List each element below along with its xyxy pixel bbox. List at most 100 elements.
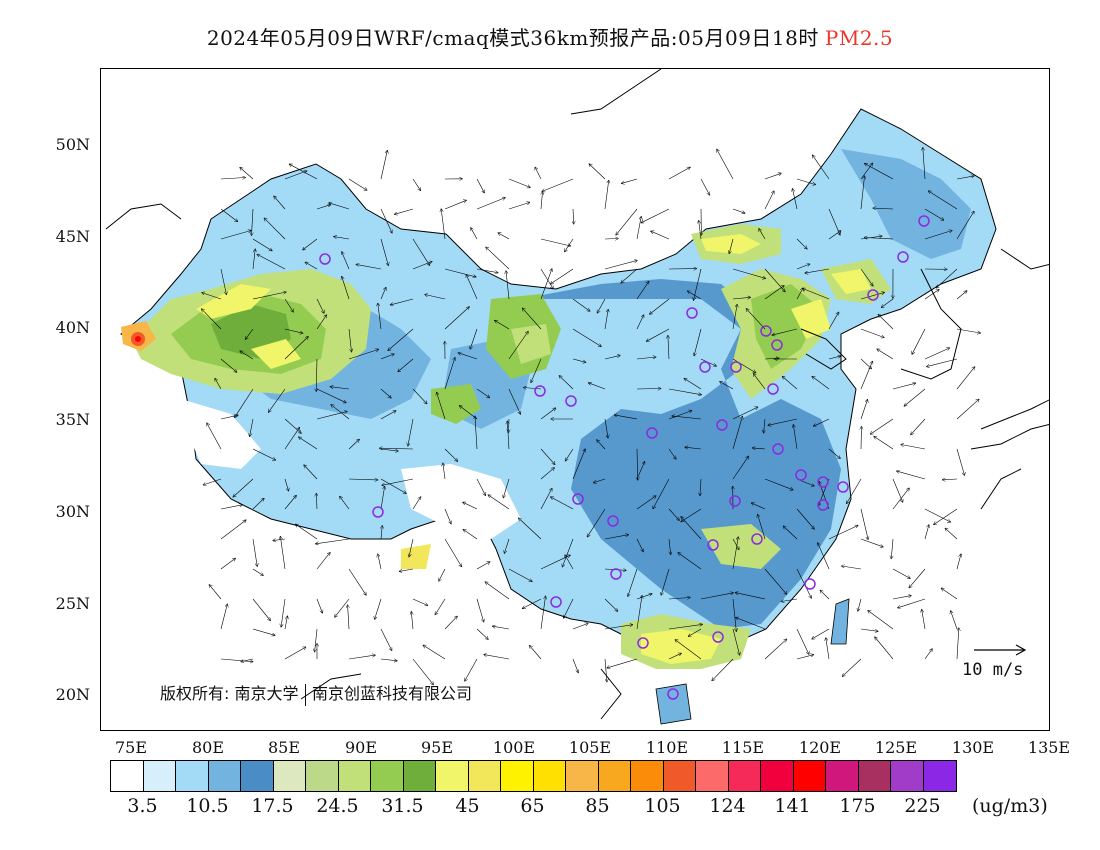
- station-marker[interactable]: [795, 469, 807, 481]
- wind-arrow: [604, 355, 620, 360]
- wind-vectors: [202, 148, 981, 685]
- wind-arrow: [604, 260, 637, 270]
- wind-arrow: [678, 553, 702, 570]
- wind-arrow: [636, 357, 656, 360]
- wind-arrow: [380, 388, 391, 398]
- station-marker[interactable]: [817, 499, 829, 511]
- wind-arrow: [764, 478, 793, 490]
- wind-arrow: [860, 268, 873, 286]
- station-marker[interactable]: [897, 251, 909, 263]
- lon-label: 80E: [191, 738, 225, 757]
- wind-arrow: [348, 178, 367, 190]
- wind-arrow: [621, 268, 638, 283]
- wind-arrow: [398, 358, 414, 372]
- wind-arrow: [476, 388, 490, 398]
- station-marker[interactable]: [667, 688, 679, 700]
- wind-arrow: [443, 463, 446, 480]
- station-marker[interactable]: [751, 533, 763, 545]
- wind-arrow: [956, 448, 965, 475]
- wind-arrow: [378, 303, 382, 330]
- wind-arrow: [712, 658, 734, 681]
- station-marker[interactable]: [646, 427, 658, 439]
- lat-label: 30N: [55, 502, 90, 521]
- wind-arrow: [380, 411, 396, 420]
- wind-arrow: [565, 448, 574, 461]
- wind-arrow: [803, 289, 830, 300]
- lon-label: 135E: [1027, 738, 1071, 757]
- wind-arrow: [636, 596, 642, 630]
- wind-arrow: [316, 388, 346, 403]
- wind-arrow: [356, 264, 382, 270]
- station-marker[interactable]: [712, 631, 724, 643]
- wind-arrow: [493, 626, 510, 630]
- wind-arrow: [860, 361, 873, 390]
- station-marker[interactable]: [867, 289, 879, 301]
- wind-arrow: [340, 496, 350, 510]
- wind-arrow: [735, 593, 766, 600]
- wind-arrow: [865, 164, 894, 180]
- map-panel[interactable]: [100, 68, 1050, 731]
- station-marker[interactable]: [637, 637, 649, 649]
- wind-arrow: [589, 164, 606, 180]
- wind-arrow: [220, 658, 253, 662]
- wind-arrow: [390, 298, 414, 305]
- station-marker[interactable]: [767, 383, 779, 395]
- title-main: 2024年05月09日WRF/cmaq模式36km预报产品:05月09日18时: [206, 26, 819, 50]
- station-marker[interactable]: [837, 481, 849, 493]
- station-marker[interactable]: [772, 443, 784, 455]
- wind-arrow: [471, 228, 478, 240]
- wind-arrow: [252, 568, 263, 576]
- station-marker[interactable]: [572, 493, 584, 505]
- station-marker[interactable]: [716, 419, 728, 431]
- wind-arrow: [732, 305, 737, 330]
- wind-arrow: [220, 268, 226, 295]
- station-marker[interactable]: [372, 506, 384, 518]
- station-marker[interactable]: [610, 568, 622, 580]
- wind-arrow: [758, 514, 766, 540]
- wind-arrow: [924, 525, 929, 540]
- station-marker[interactable]: [760, 325, 772, 337]
- wind-arrow: [589, 383, 606, 390]
- wind-arrow: [860, 538, 883, 547]
- lon-label: 105E: [568, 738, 612, 757]
- station-marker[interactable]: [804, 578, 816, 590]
- wind-arrow: [752, 503, 766, 510]
- wind-arrow: [281, 598, 286, 627]
- wind-reference-arrow: [974, 644, 1027, 656]
- wind-arrow: [257, 254, 286, 270]
- wind-arrow: [572, 328, 601, 347]
- wind-arrow: [476, 178, 484, 193]
- wind-arrow: [647, 328, 670, 341]
- wind-arrow: [535, 167, 542, 180]
- wind-arrow: [796, 628, 809, 654]
- legend-tick-label: 85: [585, 795, 610, 817]
- wind-arrow: [604, 310, 608, 330]
- station-marker[interactable]: [918, 215, 930, 227]
- wind-arrow: [874, 436, 894, 450]
- station-marker[interactable]: [729, 495, 741, 507]
- wind-arrow: [476, 198, 505, 210]
- station-marker[interactable]: [607, 515, 619, 527]
- station-marker[interactable]: [707, 539, 719, 551]
- wind-arrow: [796, 568, 811, 598]
- wind-arrow: [717, 149, 734, 180]
- wind-arrow: [828, 356, 841, 360]
- wind-arrow: [936, 268, 958, 288]
- station-marker[interactable]: [699, 361, 711, 373]
- station-marker[interactable]: [817, 476, 829, 488]
- station-marker[interactable]: [319, 253, 331, 265]
- wind-arrow: [220, 604, 227, 630]
- station-marker[interactable]: [771, 339, 783, 351]
- wind-arrow: [732, 538, 739, 550]
- wind-arrow: [753, 448, 766, 449]
- station-marker[interactable]: [550, 596, 562, 608]
- wind-arrow: [924, 508, 950, 522]
- station-marker[interactable]: [730, 361, 742, 373]
- wind-arrow: [522, 598, 542, 609]
- station-marker[interactable]: [686, 307, 698, 319]
- station-marker[interactable]: [565, 395, 577, 407]
- wind-arrow: [928, 191, 958, 210]
- wind-arrow: [604, 625, 633, 630]
- lat-label: 25N: [55, 594, 90, 613]
- station-marker[interactable]: [534, 385, 546, 397]
